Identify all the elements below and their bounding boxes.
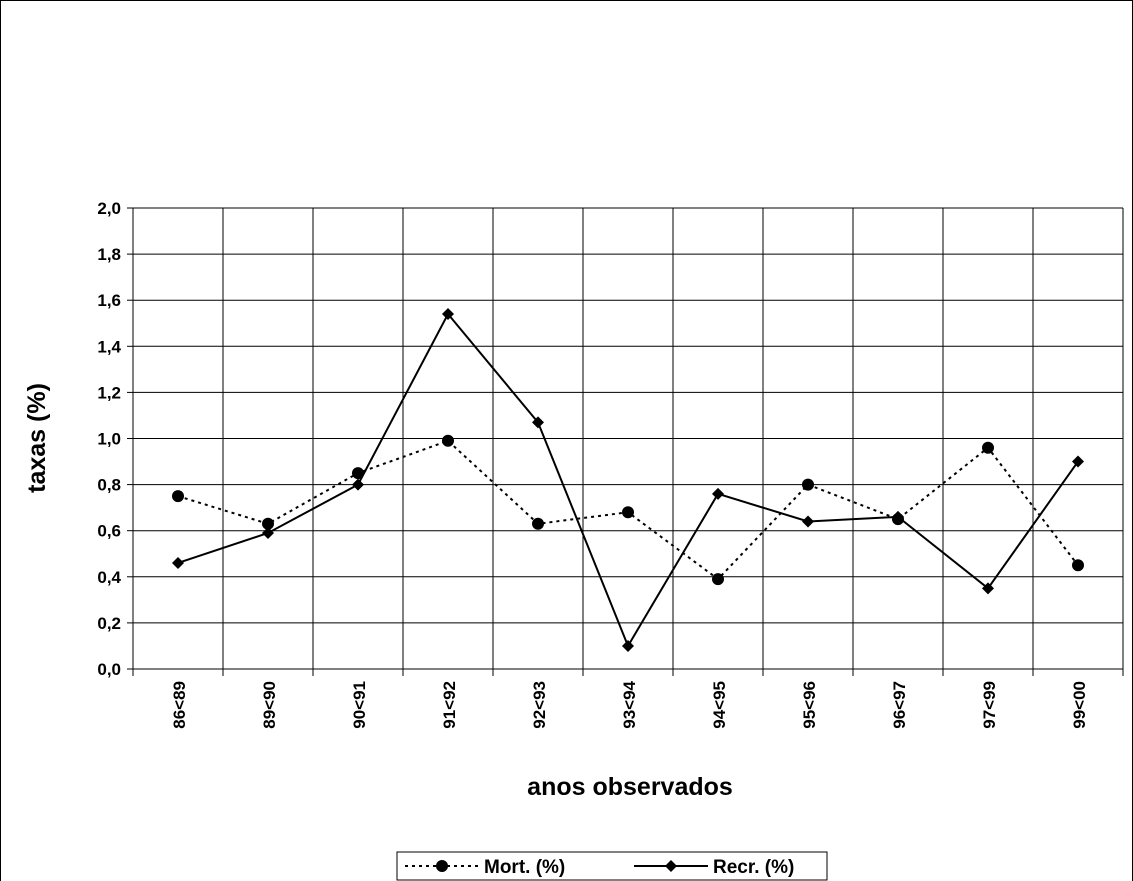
x-tick-label: 95<96 (800, 681, 819, 729)
legend-label-mort: Mort. (%) (484, 857, 565, 878)
x-tick-labels: 86<89 89<90 90<91 91<92 92<93 93<94 94<95 95<96… (170, 680, 1089, 728)
data-point-recr (262, 527, 274, 540)
grid-lines (132, 207, 1124, 670)
legend: Mort. (%) Recr. (%) (396, 851, 828, 881)
x-tick-label: 90<91 (350, 681, 369, 729)
x-tick-label: 94<95 (710, 681, 729, 729)
data-point-recr (1072, 455, 1084, 468)
series-group (172, 308, 1084, 652)
y-tick-label: 2,0 (97, 199, 121, 218)
data-point-mort (712, 573, 724, 586)
x-tick-label: 99<00 (1070, 681, 1089, 729)
data-point-mort (352, 467, 364, 480)
data-point-recr (622, 639, 634, 652)
x-tick-label: 97<99 (980, 681, 999, 729)
legend-marker-recr (665, 860, 677, 872)
x-tick-label: 86<89 (170, 681, 189, 729)
y-tick-labels: 0,0 0,2 0,4 0,6 0,8 1,0 1,2 1,4 1,6 1,8 2,0 (97, 199, 121, 679)
data-point-recr (892, 510, 904, 523)
x-tick-label: 89<90 (260, 681, 279, 729)
y-tick-label: 1,6 (97, 291, 121, 310)
data-point-mort (802, 478, 814, 491)
x-tick-label: 93<94 (620, 680, 639, 728)
y-tick-label: 0,6 (97, 522, 121, 541)
data-point-recr (352, 478, 364, 491)
x-tick-label: 92<93 (530, 681, 549, 729)
y-axis-label: taxas (%) (23, 383, 51, 493)
data-point-recr (532, 416, 544, 429)
y-tick-label: 0,8 (97, 476, 121, 495)
data-point-mort (442, 434, 454, 447)
data-point-mort (262, 517, 274, 530)
y-tick-label: 1,8 (97, 245, 121, 264)
data-point-recr (712, 487, 724, 500)
data-point-recr (982, 582, 994, 595)
legend-marker-mort (436, 860, 448, 872)
data-point-mort (622, 506, 634, 519)
data-point-recr (802, 515, 814, 528)
data-point-mort (532, 517, 544, 530)
x-tick-label: 91<92 (440, 681, 459, 729)
y-tick-label: 0,2 (97, 614, 121, 633)
y-tick-label: 0,4 (97, 568, 121, 587)
data-point-recr (172, 556, 184, 569)
y-tick-label: 0,0 (97, 660, 121, 679)
data-point-mort (1072, 559, 1084, 572)
data-point-recr (442, 308, 454, 321)
legend-label-recr: Recr. (%) (713, 857, 794, 878)
y-tick-label: 1,4 (97, 337, 121, 356)
x-tick-label: 96<97 (890, 681, 909, 729)
y-tick-label: 1,2 (97, 383, 121, 402)
data-point-mort (172, 490, 184, 503)
axes (127, 207, 1124, 676)
data-point-mort (982, 441, 994, 454)
y-tick-label: 1,0 (97, 430, 121, 449)
x-axis-label: anos observados (527, 773, 733, 801)
